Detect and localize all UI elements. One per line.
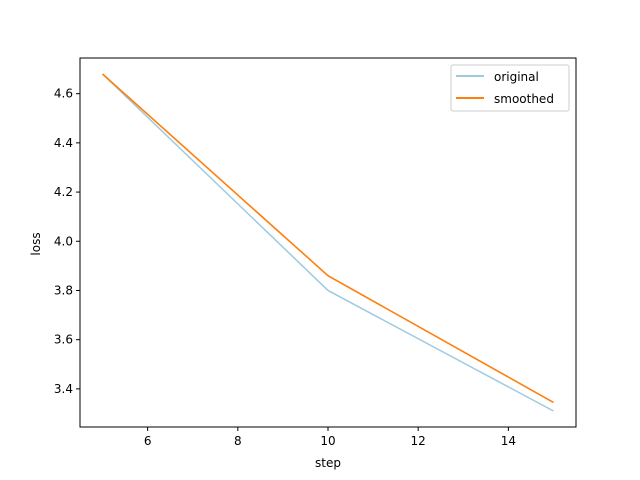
- x-tick-label: 14: [501, 434, 516, 448]
- x-tick-label: 12: [411, 434, 426, 448]
- x-tick-label: 10: [320, 434, 335, 448]
- series-line-smoothed: [102, 73, 554, 404]
- legend: original smoothed: [450, 64, 570, 112]
- y-axis-label: loss: [29, 232, 43, 255]
- y-tick-label: 4.0: [54, 234, 73, 248]
- series-line-original: [102, 73, 554, 412]
- series-lines: [102, 73, 554, 412]
- axes-frame: [79, 57, 577, 428]
- legend-label-original: original: [494, 70, 539, 84]
- y-tick-label: 4.4: [54, 136, 73, 150]
- y-tick-label: 3.6: [54, 333, 73, 347]
- x-tick-label: 8: [234, 434, 242, 448]
- y-tick-label: 4.2: [54, 185, 73, 199]
- y-tick-label: 3.8: [54, 283, 73, 297]
- x-axis-ticks: 6 8 10 12 14: [144, 427, 516, 448]
- legend-label-smoothed: smoothed: [494, 92, 554, 106]
- y-tick-label: 4.6: [54, 87, 73, 101]
- y-axis-ticks: 3.4 3.6 3.8 4.0 4.2 4.4 4.6: [54, 87, 80, 396]
- y-tick-label: 3.4: [54, 382, 73, 396]
- x-tick-label: 6: [144, 434, 152, 448]
- x-axis-label: step: [315, 456, 341, 470]
